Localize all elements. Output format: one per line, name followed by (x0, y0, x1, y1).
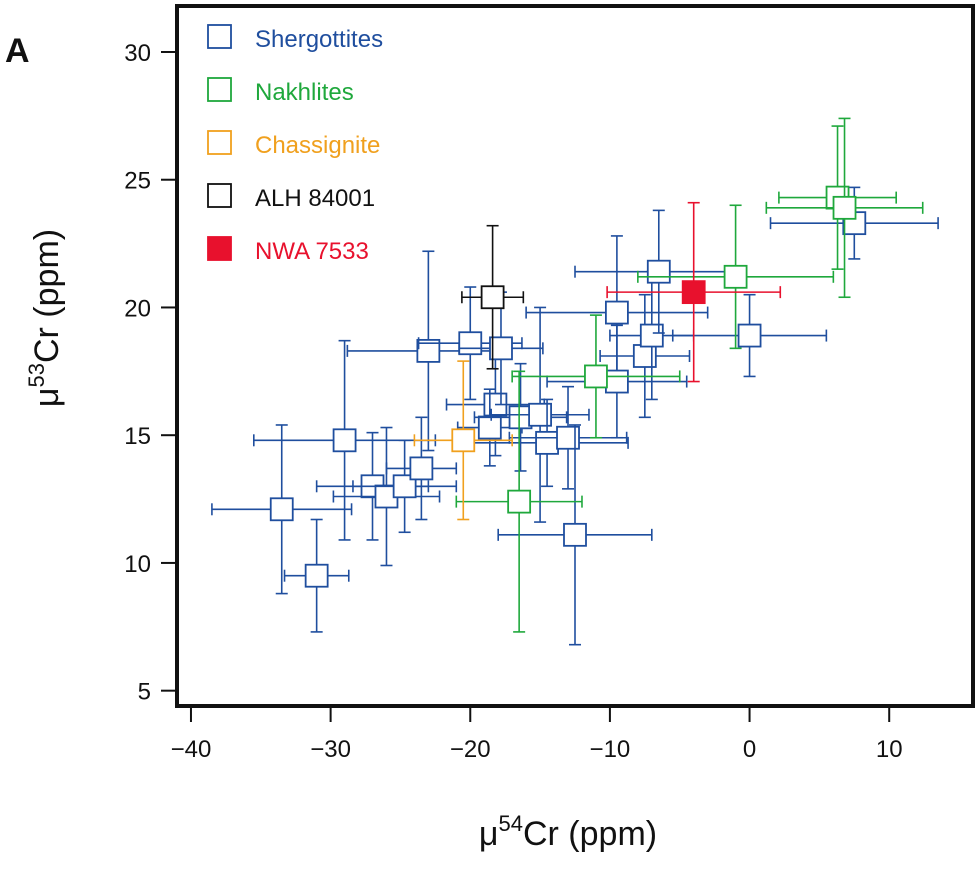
legend-swatch (207, 24, 232, 49)
data-point (211, 424, 353, 595)
legend-label: Chassignite (255, 132, 380, 159)
series-shergottites (211, 186, 939, 646)
series-alh-84001 (461, 224, 525, 370)
y-axis-label-prefix: μ (28, 388, 66, 408)
point-marker (737, 323, 762, 348)
legend-label: Nakhlites (255, 79, 354, 106)
x-tick-label: 10 (876, 736, 903, 763)
x-tick-label: −30 (310, 736, 351, 763)
data-point (352, 439, 458, 534)
point-marker (332, 428, 357, 453)
data-point (511, 314, 681, 439)
data-point (490, 306, 590, 523)
point-marker (451, 428, 476, 453)
data-point (671, 293, 828, 378)
legend: Shergottites Nakhlites Chassignite ALH 8400… (207, 24, 383, 265)
y-tick-label: 15 (124, 423, 151, 450)
data-point (765, 117, 924, 299)
legend-item: ALH 84001 (207, 183, 375, 212)
point-marker (528, 402, 552, 427)
data-point (458, 291, 544, 406)
y-tick-label: 30 (124, 40, 151, 67)
data-point (473, 362, 568, 472)
data-point (385, 416, 458, 521)
legend-label: NWA 7533 (255, 238, 369, 265)
point-marker (584, 364, 608, 389)
point-marker (639, 323, 664, 348)
x-axis-label-superscript: 54 (499, 811, 523, 836)
point-marker (480, 285, 505, 310)
legend-item: Chassignite (207, 130, 380, 159)
data-point (283, 518, 350, 633)
y-axis-label-superscript: 53 (24, 363, 49, 387)
axes: −40 −30 −20 −10 0 10 5 10 15 20 25 30 (124, 40, 902, 763)
data-point (606, 201, 782, 383)
y-tick-label: 5 (138, 679, 151, 706)
panel-label: A (5, 32, 30, 70)
legend-swatch (207, 130, 232, 155)
y-tick-label: 10 (124, 551, 151, 578)
point-marker (458, 331, 483, 356)
x-axis-label: μ54Cr (ppm) (479, 811, 657, 853)
legend-item: Shergottites (207, 24, 383, 53)
x-tick-label: −10 (590, 736, 631, 763)
point-marker (556, 425, 580, 450)
data-point (497, 424, 653, 646)
x-axis-label-prefix: μ (479, 815, 499, 853)
legend-item: NWA 7533 (207, 236, 369, 265)
point-marker (507, 489, 532, 514)
legend-swatch (207, 236, 232, 261)
y-axis-label: μ53Cr (ppm) (24, 229, 66, 407)
data-point (461, 224, 525, 370)
point-marker (409, 456, 434, 481)
legend-swatch (207, 183, 232, 208)
point-marker (604, 369, 629, 394)
y-axis-label-suffix: Cr (ppm) (28, 229, 66, 363)
data-point (637, 204, 835, 350)
point-marker (416, 338, 441, 363)
point-marker (723, 264, 748, 289)
point-marker (477, 415, 502, 440)
data-point (508, 385, 628, 490)
x-tick-label: −20 (450, 736, 491, 763)
point-marker (269, 497, 294, 522)
point-marker (392, 474, 417, 499)
data-point (599, 293, 691, 419)
point-marker (489, 336, 513, 361)
data-point (769, 186, 939, 260)
legend-item: Nakhlites (207, 77, 354, 106)
point-marker (832, 195, 857, 220)
point-marker (535, 430, 559, 455)
x-axis-label-suffix: Cr (ppm) (523, 815, 657, 853)
series-nakhlites (455, 117, 924, 633)
legend-swatch (207, 77, 232, 102)
data-point (413, 360, 513, 521)
x-tick-label: −40 (171, 736, 212, 763)
data-point (346, 250, 511, 452)
y-tick-label: 20 (124, 295, 151, 322)
plot-frame (175, 4, 975, 708)
point-marker (646, 259, 671, 284)
legend-label: ALH 84001 (255, 185, 375, 212)
series-nwa-7533 (606, 201, 782, 383)
y-tick-label: 25 (124, 168, 151, 195)
point-marker (681, 280, 706, 305)
point-marker (604, 300, 629, 325)
x-tick-label: 0 (743, 736, 756, 763)
legend-label: Shergottites (255, 26, 383, 53)
point-marker (304, 563, 329, 588)
series-layer (211, 117, 939, 646)
series-chassignite (413, 360, 513, 521)
data-point (455, 370, 583, 633)
point-marker (563, 522, 587, 547)
